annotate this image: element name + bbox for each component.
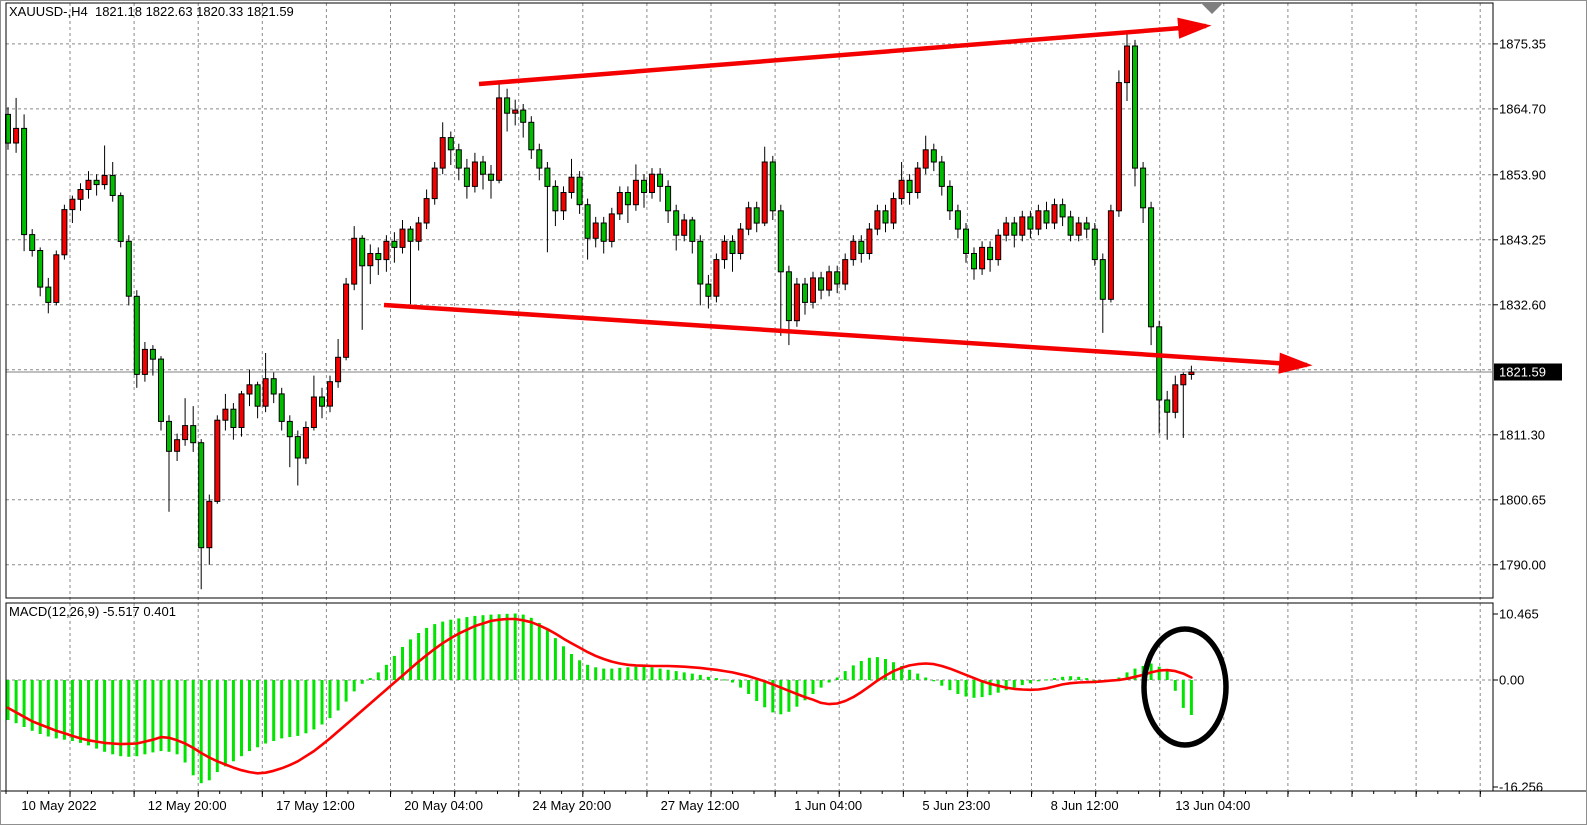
price-tick-label: 1864.70 xyxy=(1499,101,1546,116)
macd-ellipse-annotation[interactable] xyxy=(1141,626,1229,748)
macd-indicator-label: MACD(12,26,9) -5.517 0.401 xyxy=(9,604,176,619)
price-tick-label: 1875.35 xyxy=(1499,36,1546,51)
time-tick-label: 13 Jun 04:00 xyxy=(1175,798,1250,813)
macd-signal-line xyxy=(6,617,1193,775)
candles xyxy=(5,30,1195,590)
time-tick-label: 20 May 04:00 xyxy=(404,798,483,813)
time-axis[interactable]: 10 May 2022 12 May 20:00 17 May 12:00 20… xyxy=(5,791,1481,813)
price-tick-label: 1790.00 xyxy=(1499,557,1546,572)
time-tick-label: 17 May 12:00 xyxy=(276,798,355,813)
symbol-period-label: XAUUSD-,H4 xyxy=(9,4,88,19)
time-tick-label: 5 Jun 23:00 xyxy=(922,798,990,813)
price-tick-label: 1800.65 xyxy=(1499,492,1546,507)
price-axis[interactable]: 1875.35 1864.70 1853.90 1843.25 1832.60 … xyxy=(1493,36,1562,572)
chart-shift-marker-icon[interactable] xyxy=(1201,3,1223,14)
price-tick-label: 1853.90 xyxy=(1499,167,1546,182)
price-gridlines xyxy=(6,43,1492,566)
chart-title: XAUUSD-,H4 1821.18 1822.63 1820.33 1821.… xyxy=(9,4,294,19)
time-tick-label: 24 May 20:00 xyxy=(532,798,611,813)
macd-axis[interactable]: 10.465 0.00 -16.256 xyxy=(1493,607,1543,795)
price-tick-label: 1832.60 xyxy=(1499,297,1546,312)
current-price-badge xyxy=(1494,363,1562,381)
price-tick-label: 1843.25 xyxy=(1499,232,1546,247)
macd-tick-label: 0.00 xyxy=(1499,673,1524,688)
panel-borders xyxy=(1,2,1586,792)
time-tick-label: 10 May 2022 xyxy=(21,798,96,813)
svg-text:1821.59: 1821.59 xyxy=(1499,365,1546,380)
macd-tick-label: 10.465 xyxy=(1499,607,1539,622)
price-tick-label: 1811.30 xyxy=(1499,427,1545,442)
time-tick-label: 8 Jun 12:00 xyxy=(1051,798,1119,813)
ohlc-values: 1821.18 1822.63 1820.33 1821.59 xyxy=(87,4,294,19)
time-tick-label: 27 May 12:00 xyxy=(661,798,740,813)
lower-trendline[interactable] xyxy=(383,302,1313,374)
time-tick-label: 12 May 20:00 xyxy=(148,798,227,813)
time-tick-label: 1 Jun 04:00 xyxy=(794,798,862,813)
upper-trendline[interactable] xyxy=(478,17,1212,87)
macd-tick-label: -16.256 xyxy=(1499,780,1543,795)
vertical-gridlines xyxy=(69,3,1481,790)
